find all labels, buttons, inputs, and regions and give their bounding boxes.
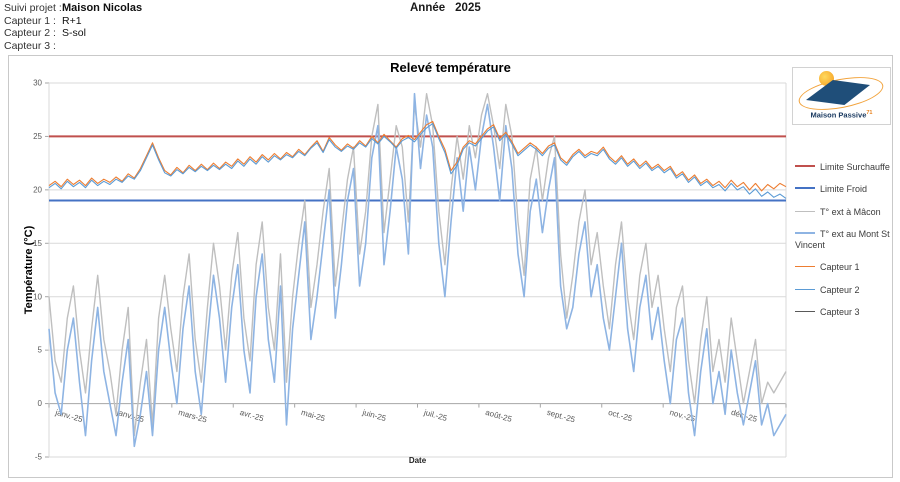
maison-passive-logo: Maison Passive71: [792, 67, 891, 125]
y-tick-label-15: 15: [33, 239, 42, 248]
y-tick-label-10: 10: [33, 292, 42, 301]
year-label: Année: [410, 2, 446, 14]
legend-item-t-ext-au-mont-st-vincent: T° ext au Mont St Vincent: [795, 229, 891, 252]
legend-swatch-capteur-3: [795, 310, 815, 312]
legend-label-t-ext-au-mont-st-vincent: T° ext au Mont St Vincent: [795, 228, 890, 250]
logo-text: Maison Passive71: [810, 109, 873, 120]
chart-legend: Limite Surchauffe Limite Froid T° ext à Mâ…: [795, 162, 891, 329]
y-tick-label-0: 0: [38, 399, 43, 408]
capteur2-value: S-sol: [62, 27, 86, 39]
legend-swatch-t-ext-m-con: [795, 210, 815, 212]
legend-label-capteur-3: Capteur 3: [820, 306, 860, 317]
x-tick-label-juin-25-5: juin-25: [361, 408, 388, 424]
x-tick-label-oct-25-9: oct.-25: [607, 408, 634, 424]
legend-item-capteur-2: Capteur 2: [795, 285, 891, 296]
legend-item-limite-froid: Limite Froid: [795, 184, 891, 195]
year-heading: Année 2025: [410, 2, 481, 14]
series-line-t-ext-m-con: [48, 93, 787, 437]
legend-label-t-ext-m-con: T° ext à Mâcon: [820, 206, 881, 217]
series-line-t-ext-au-mont-st-vincent: [48, 92, 787, 448]
series-line-capteur-1: [48, 120, 787, 192]
legend-item-limite-surchauffe: Limite Surchauffe: [795, 162, 891, 173]
logo-superscript: 71: [866, 109, 873, 116]
capteur1-label: Capteur 1 :: [4, 14, 56, 27]
header-row-capteur3: Capteur 3 :: [4, 40, 142, 53]
x-axis-title: Date: [408, 456, 427, 465]
legend-swatch-t-ext-au-mont-st-vincent: [795, 231, 815, 234]
year-value: 2025: [455, 2, 481, 14]
header-row-project: Suivi projet : Maison Nicolas: [4, 2, 142, 15]
project-label: Suivi projet :: [4, 2, 62, 14]
header-row-capteur2: Capteur 2 : S-sol: [4, 27, 142, 40]
chart-title: Relevé température: [390, 60, 511, 75]
x-tick-label-juil-25-6: juil.-25: [422, 408, 449, 424]
y-tick-label--5: -5: [35, 453, 43, 462]
x-tick-label-mai-25-4: mai-25: [300, 408, 327, 424]
legend-label-limite-froid: Limite Froid: [820, 184, 868, 195]
header-info: Suivi projet : Maison Nicolas Capteur 1 …: [4, 2, 142, 52]
x-tick-label-janv-25-0: janv.-25: [53, 408, 84, 425]
legend-swatch-capteur-2: [795, 288, 815, 290]
series-line-capteur-2: [48, 123, 787, 199]
legend-swatch-limite-froid: [795, 187, 815, 190]
capteur1-value: R+1: [62, 14, 82, 27]
chart-container: Relevé température Maison Passive71 Temp…: [8, 55, 893, 478]
x-tick-label-sept-25-8: sept.-25: [546, 408, 577, 425]
legend-swatch-capteur-1: [795, 266, 815, 268]
capteur3-label: Capteur 3 :: [4, 39, 56, 52]
legend-swatch-limite-surchauffe: [795, 165, 815, 167]
y-tick-label-20: 20: [33, 185, 42, 194]
header-row-capteur1: Capteur 1 : R+1: [4, 15, 142, 28]
legend-label-limite-surchauffe: Limite Surchauffe: [820, 162, 890, 172]
capteur2-label: Capteur 2 :: [4, 27, 56, 39]
project-value: Maison Nicolas: [62, 2, 143, 14]
x-tick-label-ao-t-25-7: août-25: [484, 408, 513, 424]
legend-item-capteur-3: Capteur 3: [795, 307, 891, 318]
y-tick-label-30: 30: [33, 79, 42, 88]
x-tick-label-mars-25-2: mars-25: [177, 408, 208, 425]
legend-item-capteur-1: Capteur 1: [795, 262, 891, 273]
y-tick-label-25: 25: [33, 132, 42, 141]
y-tick-label-5: 5: [38, 346, 43, 355]
x-tick-label-avr-25-3: avr.-25: [239, 408, 266, 424]
legend-label-capteur-1: Capteur 1: [820, 262, 860, 273]
legend-label-capteur-2: Capteur 2: [820, 284, 860, 295]
legend-item-t-ext-m-con: T° ext à Mâcon: [795, 207, 891, 218]
